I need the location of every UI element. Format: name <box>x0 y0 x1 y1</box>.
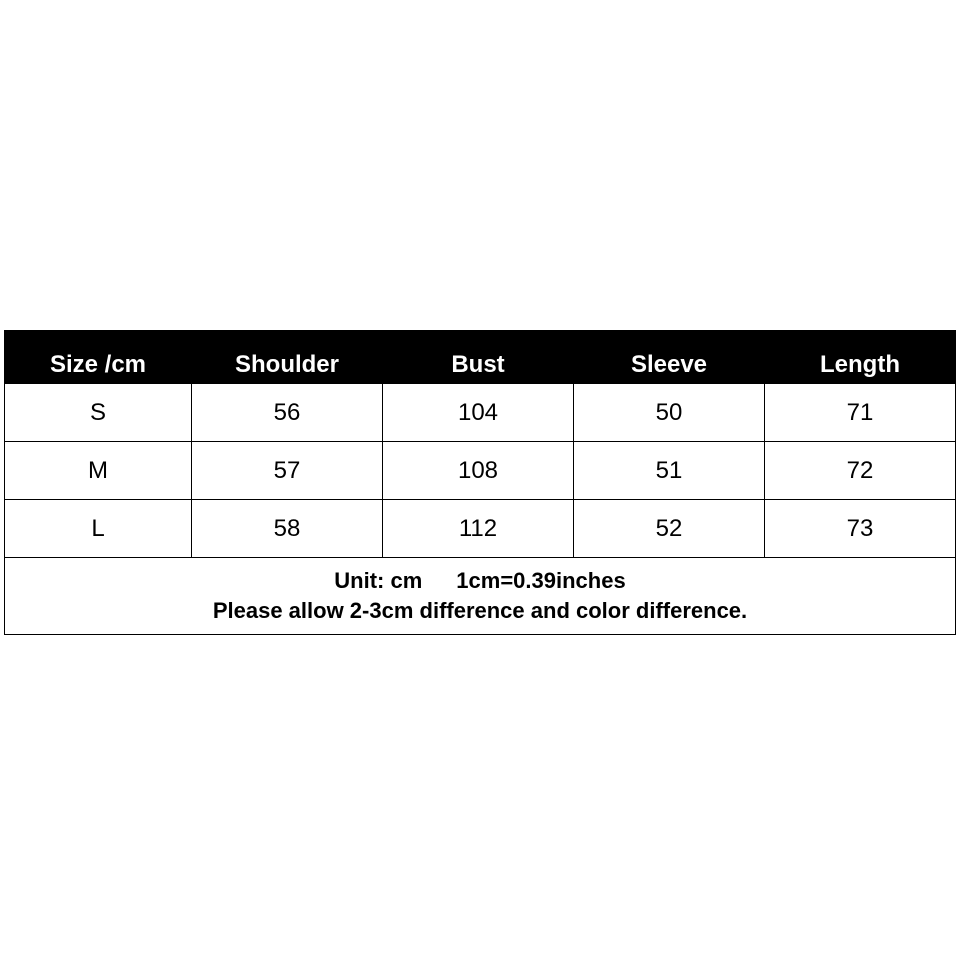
header-size: Size /cm <box>4 330 192 384</box>
header-shoulder: Shoulder <box>191 330 383 384</box>
cell: 52 <box>573 499 765 558</box>
cell: 112 <box>382 499 574 558</box>
header-sleeve: Sleeve <box>573 330 765 384</box>
cell: 50 <box>573 383 765 442</box>
cell: L <box>4 499 192 558</box>
conversion-label: 1cm=0.39inches <box>456 568 626 593</box>
cell: 71 <box>764 383 956 442</box>
cell: 72 <box>764 441 956 500</box>
cell: 73 <box>764 499 956 558</box>
unit-label: Unit: cm <box>334 568 423 593</box>
cell: 108 <box>382 441 574 500</box>
footer-note: Unit: cm 1cm=0.39inches Please allow 2-3c… <box>4 557 956 635</box>
table-row: S 56 104 50 71 <box>4 383 956 442</box>
cell: 51 <box>573 441 765 500</box>
table-row: M 57 108 51 72 <box>4 441 956 500</box>
footer-row: Unit: cm 1cm=0.39inches Please allow 2-3c… <box>4 557 956 635</box>
difference-note: Please allow 2-3cm difference and color … <box>212 598 748 623</box>
size-chart-table: Size /cm Shoulder Bust Sleeve Length S 5… <box>4 330 956 635</box>
header-length: Length <box>764 330 956 384</box>
table-row: L 58 112 52 73 <box>4 499 956 558</box>
cell: 104 <box>382 383 574 442</box>
header-row: Size /cm Shoulder Bust Sleeve Length <box>4 330 956 384</box>
cell: 56 <box>191 383 383 442</box>
header-bust: Bust <box>382 330 574 384</box>
cell: 58 <box>191 499 383 558</box>
cell: 57 <box>191 441 383 500</box>
cell: M <box>4 441 192 500</box>
cell: S <box>4 383 192 442</box>
